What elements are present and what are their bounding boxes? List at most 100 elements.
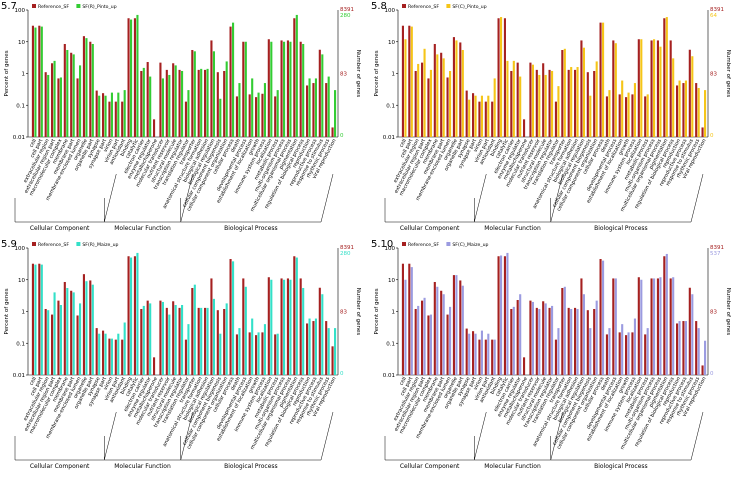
legend-label: Reference_SF: [38, 4, 69, 10]
bar-sample: [314, 78, 317, 137]
bar-reference: [331, 346, 334, 375]
bar-reference: [561, 287, 564, 375]
bar-reference: [274, 96, 277, 137]
n-label-sample: 280: [340, 13, 351, 19]
legend-swatch: [76, 242, 81, 246]
legend-label: Reference_SF: [408, 4, 439, 10]
legend-label: Reference_SF: [38, 242, 69, 248]
bar-reference: [676, 323, 679, 375]
bar-sample: [544, 303, 547, 375]
bar-reference: [599, 259, 602, 375]
panel-label: 5.8: [371, 1, 387, 12]
bar-sample: [410, 26, 413, 137]
bar-reference: [76, 78, 79, 137]
bar-sample: [640, 279, 643, 375]
bar-reference: [682, 321, 685, 375]
bar-sample: [161, 301, 164, 375]
category-label: virion: [473, 138, 485, 153]
bar-reference: [255, 97, 258, 137]
bar-reference: [574, 307, 577, 375]
bar-reference: [191, 49, 194, 137]
bar-reference: [427, 78, 430, 137]
bar-reference: [44, 308, 47, 375]
bar-reference: [261, 93, 264, 137]
bar-reference: [440, 52, 443, 138]
bar-sample: [493, 339, 496, 375]
bar-reference: [497, 256, 500, 375]
bar-reference: [299, 278, 302, 375]
group-label: Biological Process: [224, 225, 278, 232]
y-tick-label: 0.01: [13, 135, 25, 141]
bar-sample: [142, 305, 145, 375]
bar-sample: [557, 86, 560, 137]
bar-sample: [678, 80, 681, 137]
bar-sample: [219, 98, 222, 137]
bar-reference: [172, 301, 175, 375]
bar-reference: [306, 85, 309, 137]
bar-sample: [110, 338, 113, 375]
bar-reference: [280, 40, 283, 137]
bar-sample: [168, 314, 171, 375]
bar-reference: [95, 328, 98, 375]
bar-reference: [529, 62, 532, 137]
bar-reference: [491, 339, 494, 375]
bar-reference: [248, 332, 251, 375]
bar-sample: [602, 22, 605, 137]
bar-sample: [640, 39, 643, 138]
bar-reference: [599, 22, 602, 137]
bar-sample: [263, 324, 266, 375]
bar-sample: [684, 80, 687, 137]
bar-sample: [59, 305, 62, 375]
n-label-zero: 0: [710, 371, 714, 377]
bar-reference: [427, 315, 430, 375]
bar-reference: [95, 90, 98, 137]
y-tick-label: 0.01: [383, 373, 395, 379]
y-tick-label: 1: [392, 310, 396, 316]
bar-reference: [204, 307, 207, 375]
bar-sample: [697, 328, 700, 375]
group-bracket-edge: [690, 411, 704, 461]
y-tick-label: 100: [385, 8, 396, 14]
bar-reference: [286, 40, 289, 137]
bar-sample: [627, 332, 630, 375]
bar-sample: [442, 58, 445, 138]
bar-sample: [308, 78, 311, 137]
bar-reference: [554, 101, 557, 137]
bar-sample: [123, 322, 126, 375]
bar-sample: [232, 261, 235, 375]
bar-sample: [66, 49, 69, 137]
bar-reference: [650, 278, 653, 375]
bar-sample: [576, 308, 579, 375]
bar-sample: [404, 279, 407, 375]
bar-reference: [318, 287, 321, 375]
bar-sample: [544, 74, 547, 137]
bar-reference: [153, 119, 156, 137]
group-bracket-edge: [474, 173, 487, 223]
bar-reference: [637, 277, 640, 375]
group-bracket-edge: [320, 411, 334, 461]
group-bracket: [474, 436, 551, 461]
bar-sample: [225, 61, 228, 137]
bar-reference: [216, 72, 219, 137]
bar-sample: [66, 287, 69, 375]
bar-sample: [308, 318, 311, 375]
bar-reference: [57, 300, 60, 375]
bar-reference: [548, 69, 551, 137]
bar-sample: [104, 95, 107, 137]
bar-reference: [184, 339, 187, 375]
bar-sample: [659, 46, 662, 137]
bar-sample: [512, 306, 515, 375]
bar-sample: [570, 67, 573, 137]
bar-reference: [529, 300, 532, 375]
bar-sample: [219, 333, 222, 375]
chart-panel-5.8: 5.8 Reference_SF SF(C)_Pinto_up 100 10 1 0.1 0.…: [371, 1, 731, 232]
bar-reference: [669, 40, 672, 137]
bar-sample: [461, 49, 464, 137]
n-label-reference: 8391: [710, 7, 724, 13]
bar-reference: [593, 70, 596, 137]
bar-sample: [423, 48, 426, 137]
bar-sample: [91, 284, 94, 375]
bar-sample: [117, 333, 120, 375]
bar-sample: [582, 47, 585, 137]
bar-reference: [631, 332, 634, 375]
